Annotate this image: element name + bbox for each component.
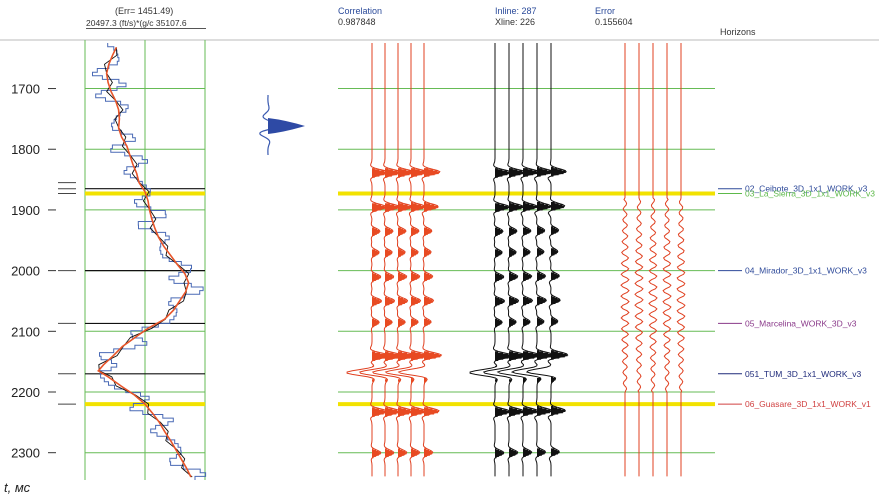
horizon-label: 05_Marcelina_WORK_3D_v3: [745, 318, 857, 328]
synthetic-trace: [359, 43, 403, 477]
y-tick-label: 2200: [11, 385, 40, 400]
error-trace: [662, 43, 672, 477]
correlation-value: 0.987848: [338, 17, 376, 27]
log-scale-label: 20497.3 (ft/s)*(g/c 35107.6: [86, 18, 206, 29]
error-label: Error: [595, 6, 615, 16]
synthetic-trace: [397, 43, 443, 477]
horizon-label: 04_Mirador_3D_1x1_WORK_v3: [745, 266, 867, 276]
horizon-label: 02_Ceibote_3D_1x1_WORK_v3: [745, 184, 868, 194]
seismic-trace: [482, 43, 528, 477]
seismic-trace: [525, 43, 569, 477]
y-axis-label: t, мс: [4, 480, 31, 495]
log-curve-red: [97, 46, 192, 478]
horizon-label: 06_Guasare_3D_1x1_WORK_v1: [745, 399, 871, 409]
error-value: 0.155604: [595, 17, 633, 27]
horizon-label: 051_TUM_3D_1x1_WORK_v3: [745, 369, 861, 379]
error-trace: [620, 43, 630, 477]
y-tick-label: 2000: [11, 264, 40, 279]
synthetic-trace: [346, 43, 390, 477]
y-tick-label: 2100: [11, 324, 40, 339]
seismic-trace: [510, 43, 556, 477]
y-tick-label: 2300: [11, 446, 40, 461]
seismic-trace: [496, 43, 542, 477]
synthetic-trace: [384, 43, 430, 477]
y-tick-label: 1800: [11, 142, 40, 157]
wavelet-peak: [268, 118, 305, 134]
y-tick-label: 1900: [11, 203, 40, 218]
horizons-title: Horizons: [720, 27, 756, 37]
synthetic-fill: [424, 168, 442, 457]
seismic-trace: [469, 43, 513, 477]
log-err-label: (Err= 1451.49): [115, 6, 174, 16]
horizon-label: 03_La_Sierra_3D_1x1_WORK_v3: [745, 189, 875, 199]
synthetic-trace: [371, 43, 416, 477]
y-tick-label: 1700: [11, 82, 40, 97]
error-trace: [648, 43, 658, 477]
correlation-label: Correlation: [338, 6, 383, 16]
error-trace: [634, 43, 644, 477]
error-trace: [676, 43, 686, 477]
inline-label: Inline: 287: [495, 6, 537, 16]
xline-label: Xline: 226: [495, 17, 536, 27]
